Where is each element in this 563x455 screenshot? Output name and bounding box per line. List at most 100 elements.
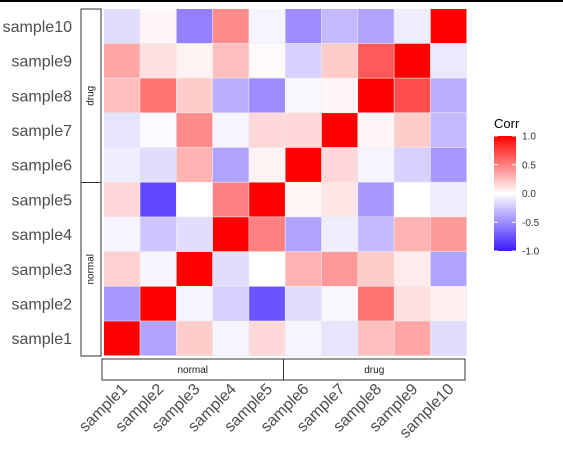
heatmap-cell-sample8-sample1: [104, 78, 140, 113]
heatmap-cell-sample1-sample10: [430, 321, 467, 356]
heatmap-cell-sample9-sample3: [176, 43, 213, 78]
heatmap-cell-sample2-sample7: [321, 286, 358, 321]
heatmap-cell-sample3-sample2: [140, 251, 176, 286]
heatmap-cell-sample10-sample5: [249, 9, 285, 44]
heatmap-cell-sample3-sample4: [212, 251, 249, 286]
heatmap-cell-sample8-sample4: [212, 78, 249, 113]
heatmap-cell-sample6-sample1: [104, 147, 140, 182]
heatmap-cell-sample4-sample7: [321, 217, 358, 252]
heatmap-cell-sample3-sample9: [394, 251, 431, 286]
heatmap-cell-sample3-sample7: [321, 251, 358, 286]
legend-colorbar: [494, 136, 516, 251]
heatmap-cell-sample10-sample3: [176, 9, 213, 44]
heatmap-cell-sample1-sample3: [176, 321, 213, 356]
y-tick-label: sample1: [12, 331, 73, 348]
heatmap-cell-sample9-sample10: [430, 43, 467, 78]
legend-tick-label: 0.0: [522, 189, 536, 200]
row-group-label: normal: [86, 254, 97, 285]
heatmap-cell-sample7-sample2: [140, 113, 176, 148]
heatmap-cell-sample9-sample8: [358, 43, 394, 78]
heatmap-cell-sample5-sample8: [358, 182, 394, 217]
heatmap-cell-sample4-sample1: [104, 217, 140, 252]
heatmap-cell-sample2-sample1: [104, 286, 140, 321]
heatmap-cell-sample3-sample6: [285, 251, 322, 286]
heatmap-cell-sample8-sample2: [140, 78, 176, 113]
heatmap-cell-sample7-sample4: [212, 113, 249, 148]
heatmap-cell-sample10-sample6: [285, 9, 322, 44]
heatmap-cell-sample4-sample6: [285, 217, 322, 252]
heatmap-cell-sample7-sample9: [394, 113, 431, 148]
heatmap-cell-sample1-sample6: [285, 321, 322, 356]
column-group-label: normal: [177, 365, 208, 376]
column-group-strips: normal drug: [101, 358, 466, 381]
heatmap-cell-sample3-sample1: [104, 251, 140, 286]
heatmap-cell-sample10-sample7: [321, 9, 358, 44]
heatmap-cell-sample7-sample5: [249, 113, 285, 148]
heatmap-cell-sample9-sample2: [140, 43, 176, 78]
heatmap-cell-sample7-sample3: [176, 113, 213, 148]
legend-title: Corr: [494, 116, 520, 131]
heatmap-cell-sample2-sample6: [285, 286, 322, 321]
heatmap-cell-sample2-sample2: [140, 286, 176, 321]
heatmap-cell-sample5-sample3: [176, 182, 213, 217]
heatmap-cell-sample6-sample6: [285, 147, 322, 182]
y-tick-label: sample9: [12, 54, 73, 71]
heatmap-cell-sample8-sample7: [321, 78, 358, 113]
heatmap-cell-sample8-sample6: [285, 78, 322, 113]
heatmap-cell-sample6-sample9: [394, 147, 431, 182]
heatmap-cell-sample10-sample10: [430, 9, 467, 44]
y-tick-label: sample3: [12, 262, 73, 279]
heatmap-cell-sample1-sample2: [140, 321, 176, 356]
heatmap-cell-sample2-sample8: [358, 286, 394, 321]
legend-tick-label: 0.5: [522, 160, 536, 171]
heatmap-cell-sample9-sample9: [394, 43, 431, 78]
heatmap-cell-sample6-sample8: [358, 147, 394, 182]
heatmap-cell-sample4-sample4: [212, 217, 249, 252]
heatmap-cell-sample6-sample2: [140, 147, 176, 182]
heatmap-cell-sample4-sample8: [358, 217, 394, 252]
heatmap-cell-sample1-sample7: [321, 321, 358, 356]
heatmap-cell-sample2-sample5: [249, 286, 285, 321]
legend-tick-label: -0.5: [522, 218, 540, 229]
column-group-strip: [283, 358, 466, 381]
heatmap-cell-sample7-sample6: [285, 113, 322, 148]
top-border-line: [0, 0, 563, 2]
heatmap-cell-sample3-sample5: [249, 251, 285, 286]
row-group-label: drug: [86, 86, 97, 106]
heatmap-cell-sample8-sample9: [394, 78, 431, 113]
heatmap-cell-sample5-sample5: [249, 182, 285, 217]
row-group-strips: drug normal: [80, 8, 102, 357]
heatmap-cell-sample7-sample10: [430, 113, 467, 148]
legend-tick-label: -1.0: [522, 247, 540, 258]
color-legend: Corr 1.0 0.5 0.0 -0.5 -1.0: [494, 116, 540, 258]
heatmap-cell-sample5-sample2: [140, 182, 176, 217]
heatmap-cell-sample4-sample3: [176, 217, 213, 252]
heatmap-cell-sample6-sample3: [176, 147, 213, 182]
heatmap-cell-sample5-sample1: [104, 182, 140, 217]
heatmap-cell-sample9-sample6: [285, 43, 322, 78]
heatmap-cell-sample9-sample7: [321, 43, 358, 78]
heatmap-cell-sample7-sample7: [321, 113, 358, 148]
heatmap-cell-sample10-sample2: [140, 9, 176, 44]
y-tick-label: sample5: [12, 192, 73, 209]
heatmap-cell-sample3-sample10: [430, 251, 467, 286]
heatmap-cell-sample1-sample1: [104, 321, 140, 356]
heatmap-cell-sample5-sample4: [212, 182, 249, 217]
heatmap-cell-sample10-sample4: [212, 9, 249, 44]
heatmap-cell-sample1-sample4: [212, 321, 249, 356]
legend-tick-label: 1.0: [522, 132, 536, 143]
heatmap-cell-sample6-sample7: [321, 147, 358, 182]
heatmap-cell-sample1-sample5: [249, 321, 285, 356]
heatmap-cell-sample6-sample5: [249, 147, 285, 182]
heatmap-cell-sample6-sample4: [212, 147, 249, 182]
heatmap-cell-sample4-sample10: [430, 217, 467, 252]
heatmap-cell-sample3-sample3: [176, 251, 213, 286]
heatmap-cell-sample8-sample8: [358, 78, 394, 113]
heatmap-cell-sample10-sample8: [358, 9, 394, 44]
y-axis-labels: sample10 sample9 sample8 sample7 sample6 samp…: [3, 19, 72, 348]
heatmap-cell-sample5-sample9: [394, 182, 431, 217]
heatmap-cell-sample1-sample8: [358, 321, 394, 356]
heatmap-cell-sample7-sample8: [358, 113, 394, 148]
y-tick-label: sample10: [3, 19, 72, 36]
heatmap-cell-sample3-sample8: [358, 251, 394, 286]
